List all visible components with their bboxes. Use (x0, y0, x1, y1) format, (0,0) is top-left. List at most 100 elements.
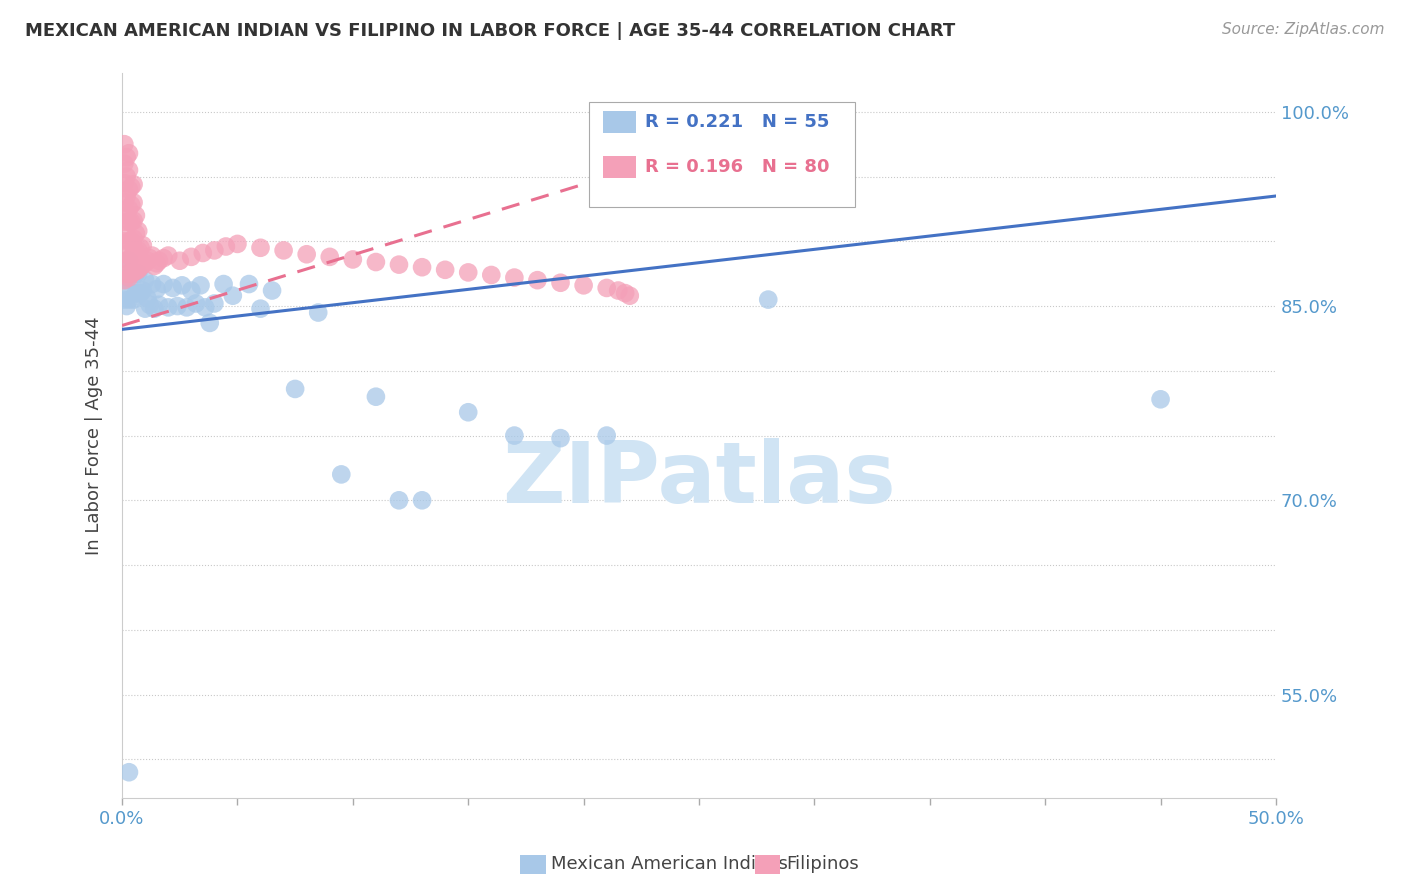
Point (170, 278, 193, 293)
Point (134, 256, 156, 270)
Point (115, 247, 138, 261)
Point (112, 253, 135, 268)
Point (166, 299, 188, 313)
Point (184, 296, 207, 310)
Point (125, 264, 148, 278)
Point (342, 252, 364, 267)
Point (115, 189, 138, 203)
Point (503, 428, 526, 442)
Text: Source: ZipAtlas.com: Source: ZipAtlas.com (1222, 22, 1385, 37)
Point (148, 298, 170, 312)
Point (127, 262, 149, 277)
Point (202, 296, 225, 310)
Point (572, 278, 595, 293)
Point (176, 301, 198, 315)
Point (118, 235, 141, 249)
Point (388, 258, 411, 272)
Point (112, 235, 135, 249)
Point (112, 137, 135, 152)
Y-axis label: In Labor Force | Age 35-44: In Labor Force | Age 35-44 (86, 317, 103, 555)
Point (212, 277, 235, 291)
Text: Mexican American Indians: Mexican American Indians (551, 855, 787, 873)
Point (127, 286, 149, 301)
Point (136, 253, 159, 268)
Point (152, 277, 174, 291)
Point (180, 284, 202, 298)
Point (112, 293, 135, 307)
Point (143, 301, 166, 316)
Text: Filipinos: Filipinos (786, 855, 859, 873)
Point (122, 178, 145, 192)
Point (118, 182, 141, 196)
Point (307, 305, 329, 319)
Point (115, 150, 138, 164)
Point (614, 286, 637, 301)
Point (122, 293, 145, 307)
Text: R = 0.221   N = 55: R = 0.221 N = 55 (645, 113, 830, 131)
Point (1149, 392, 1171, 407)
Point (503, 270, 526, 285)
Point (550, 431, 572, 445)
Point (157, 249, 180, 263)
Point (125, 209, 148, 223)
Point (118, 163, 141, 178)
FancyBboxPatch shape (603, 112, 636, 133)
Point (139, 298, 162, 312)
Point (145, 282, 167, 296)
Point (120, 286, 142, 301)
Point (180, 250, 202, 264)
Point (129, 260, 152, 275)
Point (756, 293, 779, 307)
Point (526, 273, 548, 287)
Point (118, 146, 141, 161)
Point (115, 209, 138, 223)
Point (125, 267, 148, 281)
Point (141, 249, 163, 263)
Point (145, 256, 167, 270)
Point (112, 176, 135, 190)
Point (273, 244, 295, 258)
Point (115, 299, 138, 313)
Point (191, 246, 214, 260)
Point (134, 273, 156, 287)
Point (127, 224, 149, 238)
Point (596, 281, 619, 295)
Point (434, 262, 457, 277)
Point (132, 258, 155, 272)
Point (194, 301, 217, 315)
Point (122, 232, 145, 246)
Point (330, 467, 353, 482)
Point (120, 198, 142, 212)
Point (122, 247, 145, 261)
Point (457, 265, 479, 279)
Point (122, 195, 145, 210)
Point (118, 293, 141, 307)
Point (120, 215, 142, 229)
Point (127, 244, 149, 258)
Point (118, 202, 141, 216)
Point (122, 213, 145, 227)
Point (125, 227, 148, 241)
Point (295, 247, 318, 261)
Point (129, 286, 152, 301)
Point (122, 265, 145, 279)
Point (118, 253, 141, 268)
Point (157, 301, 180, 315)
Point (115, 273, 138, 287)
Point (120, 267, 142, 281)
FancyBboxPatch shape (603, 156, 636, 178)
Point (411, 260, 433, 275)
Point (162, 281, 184, 295)
Text: MEXICAN AMERICAN INDIAN VS FILIPINO IN LABOR FORCE | AGE 35-44 CORRELATION CHART: MEXICAN AMERICAN INDIAN VS FILIPINO IN L… (25, 22, 956, 40)
Text: R = 0.196   N = 80: R = 0.196 N = 80 (645, 158, 830, 177)
Point (127, 267, 149, 281)
Point (118, 270, 141, 285)
Point (284, 382, 307, 396)
Point (118, 273, 141, 287)
Point (120, 235, 142, 249)
Point (118, 253, 141, 268)
Point (226, 236, 249, 251)
Point (118, 765, 141, 780)
Point (202, 244, 225, 258)
Point (215, 239, 238, 253)
